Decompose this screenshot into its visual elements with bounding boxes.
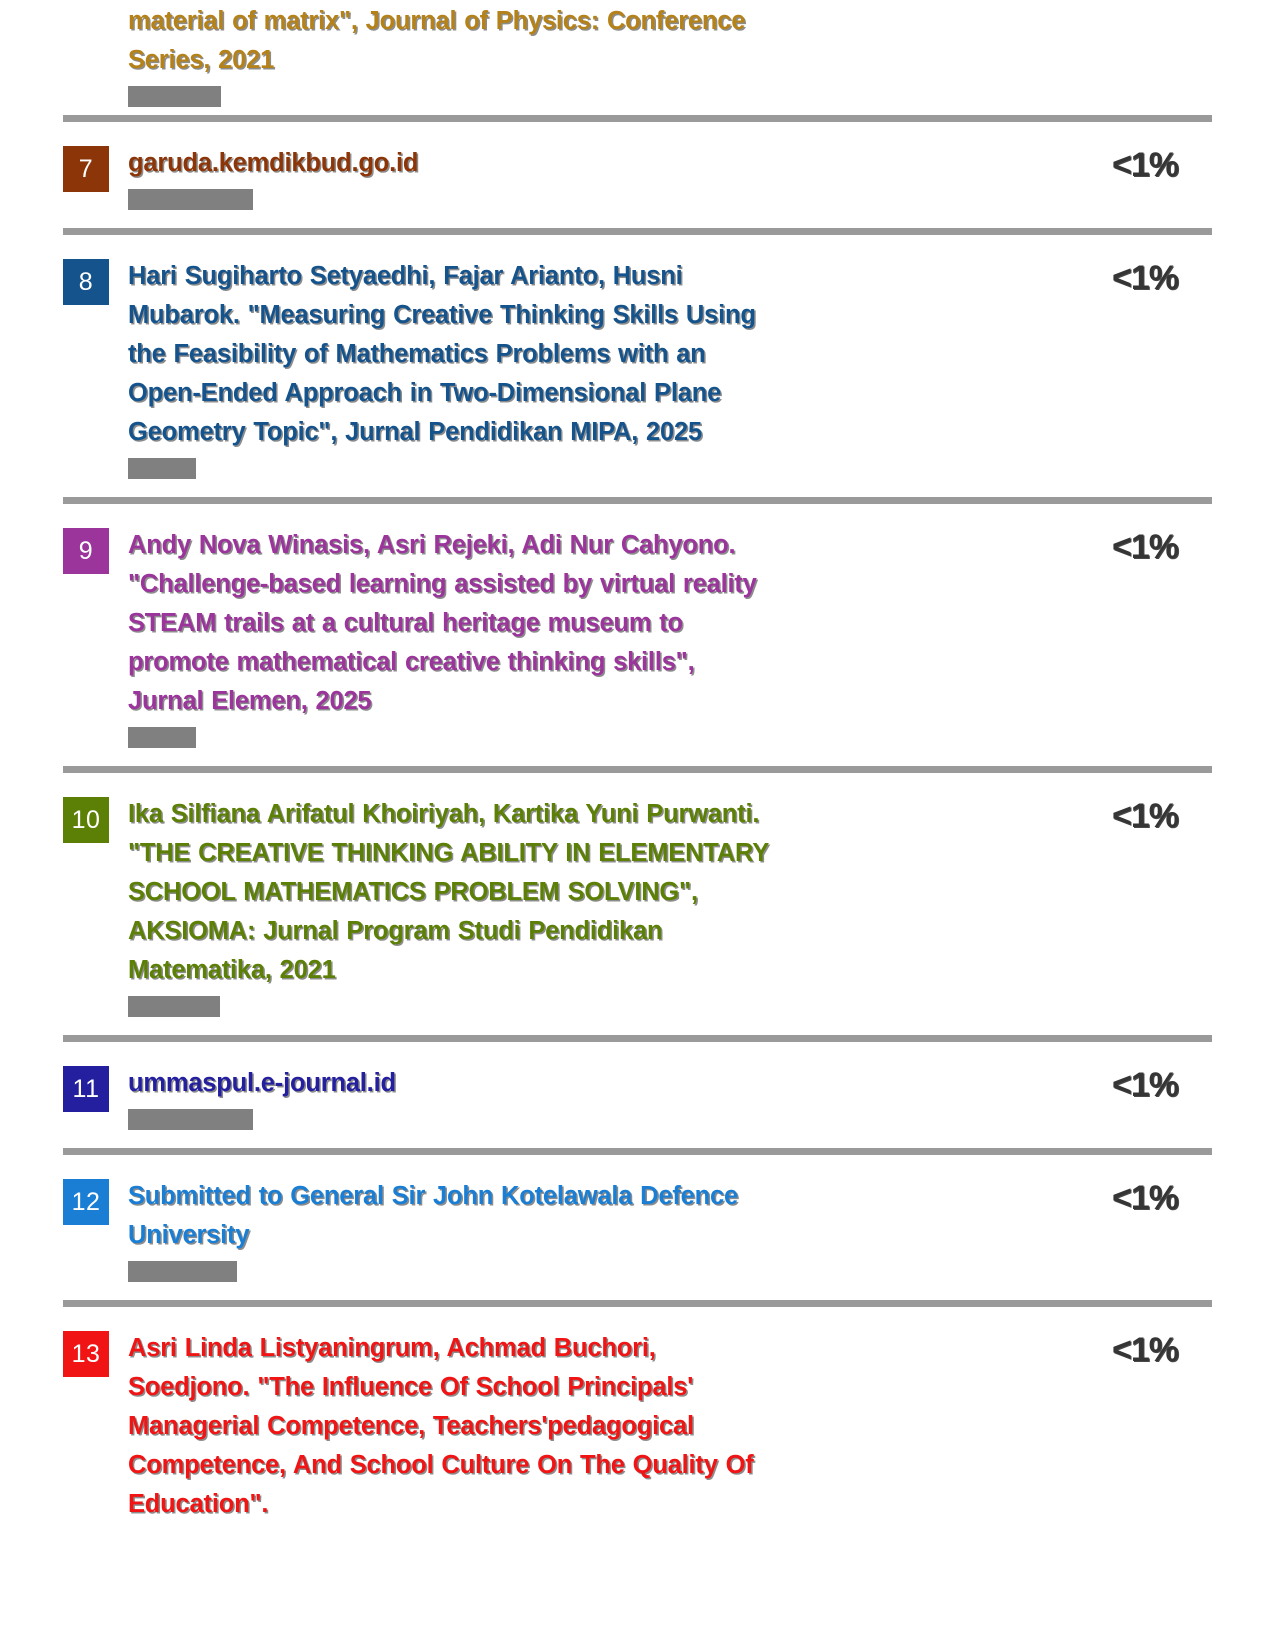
- source-entry[interactable]: 13 Asri Linda Listyaningrum, Achmad Bucho…: [0, 1315, 1275, 1534]
- source-type-redaction-bar: [128, 1261, 237, 1282]
- source-entry[interactable]: 8 Hari Sugiharto Setyaedhi, Fajar Arianto…: [0, 243, 1275, 489]
- match-percent: <1%: [1112, 146, 1179, 184]
- partial-source-entry: material of matrix", Journal of Physics:…: [0, 0, 1275, 107]
- source-row[interactable]: 7 garuda.kemdikbud.go.id <1%: [0, 130, 1275, 220]
- source-rank-badge[interactable]: 7: [63, 146, 109, 192]
- source-citation-text[interactable]: Andy Nova Winasis, Asri Rejeki, Adi Nur …: [128, 531, 757, 715]
- source-type-redaction-bar: [128, 727, 196, 748]
- entry-divider: [63, 1035, 1212, 1042]
- source-rank-badge[interactable]: 13: [63, 1331, 109, 1377]
- source-type-redaction-bar: [128, 1109, 253, 1130]
- source-row[interactable]: 12 Submitted to General Sir John Kotelawa…: [0, 1163, 1275, 1292]
- source-citation-text[interactable]: Hari Sugiharto Setyaedhi, Fajar Arianto,…: [128, 262, 756, 446]
- source-type-redaction-bar: [128, 189, 253, 210]
- source-type-redaction-bar: [128, 458, 196, 479]
- source-body: Ika Silfiana Arifatul Khoiriyah, Kartika…: [128, 795, 1112, 1017]
- source-row[interactable]: 8 Hari Sugiharto Setyaedhi, Fajar Arianto…: [0, 243, 1275, 489]
- source-entry[interactable]: 9 Andy Nova Winasis, Asri Rejeki, Adi Nur…: [0, 512, 1275, 758]
- source-body: Asri Linda Listyaningrum, Achmad Buchori…: [128, 1329, 1112, 1524]
- source-body: Andy Nova Winasis, Asri Rejeki, Adi Nur …: [128, 526, 1112, 748]
- match-percent: <1%: [1112, 1066, 1179, 1104]
- source-citation-text[interactable]: Asri Linda Listyaningrum, Achmad Buchori…: [128, 1334, 754, 1518]
- source-rank-badge[interactable]: 12: [63, 1179, 109, 1225]
- source-entry[interactable]: 11 ummaspul.e-journal.id <1%: [0, 1050, 1275, 1140]
- source-citation-text[interactable]: Ika Silfiana Arifatul Khoiriyah, Kartika…: [128, 800, 769, 984]
- match-percent: <1%: [1112, 797, 1179, 835]
- match-percent: <1%: [1112, 259, 1179, 297]
- source-row[interactable]: 11 ummaspul.e-journal.id <1%: [0, 1050, 1275, 1140]
- source-citation-text[interactable]: ummaspul.e-journal.id: [128, 1069, 396, 1097]
- source-row[interactable]: 9 Andy Nova Winasis, Asri Rejeki, Adi Nur…: [0, 512, 1275, 758]
- source-type-redaction-bar: [128, 996, 220, 1017]
- source-rank-badge[interactable]: 8: [63, 259, 109, 305]
- match-percent: <1%: [1112, 528, 1179, 566]
- source-list: 7 garuda.kemdikbud.go.id <1% 8 Hari Sugihart…: [0, 130, 1275, 1534]
- source-entry[interactable]: 12 Submitted to General Sir John Kotelawa…: [0, 1163, 1275, 1292]
- source-row[interactable]: 10 Ika Silfiana Arifatul Khoiriyah, Karti…: [0, 781, 1275, 1027]
- source-rank-badge[interactable]: 11: [63, 1066, 109, 1112]
- source-citation-text[interactable]: garuda.kemdikbud.go.id: [128, 149, 419, 177]
- entry-divider: [63, 1148, 1212, 1155]
- entry-divider: [63, 115, 1212, 122]
- source-citation-text[interactable]: Submitted to General Sir John Kotelawala…: [128, 1182, 738, 1249]
- match-percent: <1%: [1112, 1331, 1179, 1369]
- source-body: garuda.kemdikbud.go.id: [128, 144, 1112, 210]
- source-body: Submitted to General Sir John Kotelawala…: [128, 1177, 1112, 1282]
- source-entry[interactable]: 7 garuda.kemdikbud.go.id <1%: [0, 130, 1275, 220]
- source-row[interactable]: 13 Asri Linda Listyaningrum, Achmad Bucho…: [0, 1315, 1275, 1534]
- source-entry[interactable]: 10 Ika Silfiana Arifatul Khoiriyah, Karti…: [0, 781, 1275, 1027]
- source-rank-badge[interactable]: 9: [63, 528, 109, 574]
- source-rank-badge[interactable]: 10: [63, 797, 109, 843]
- entry-divider: [63, 766, 1212, 773]
- source-body: ummaspul.e-journal.id: [128, 1064, 1112, 1130]
- entry-divider: [63, 1300, 1212, 1307]
- entry-divider: [63, 228, 1212, 235]
- match-percent: <1%: [1112, 1179, 1179, 1217]
- source-type-redaction-bar: [128, 86, 221, 107]
- entry-divider: [63, 497, 1212, 504]
- source-body: Hari Sugiharto Setyaedhi, Fajar Arianto,…: [128, 257, 1112, 479]
- source-citation-text[interactable]: material of matrix", Journal of Physics:…: [128, 7, 746, 74]
